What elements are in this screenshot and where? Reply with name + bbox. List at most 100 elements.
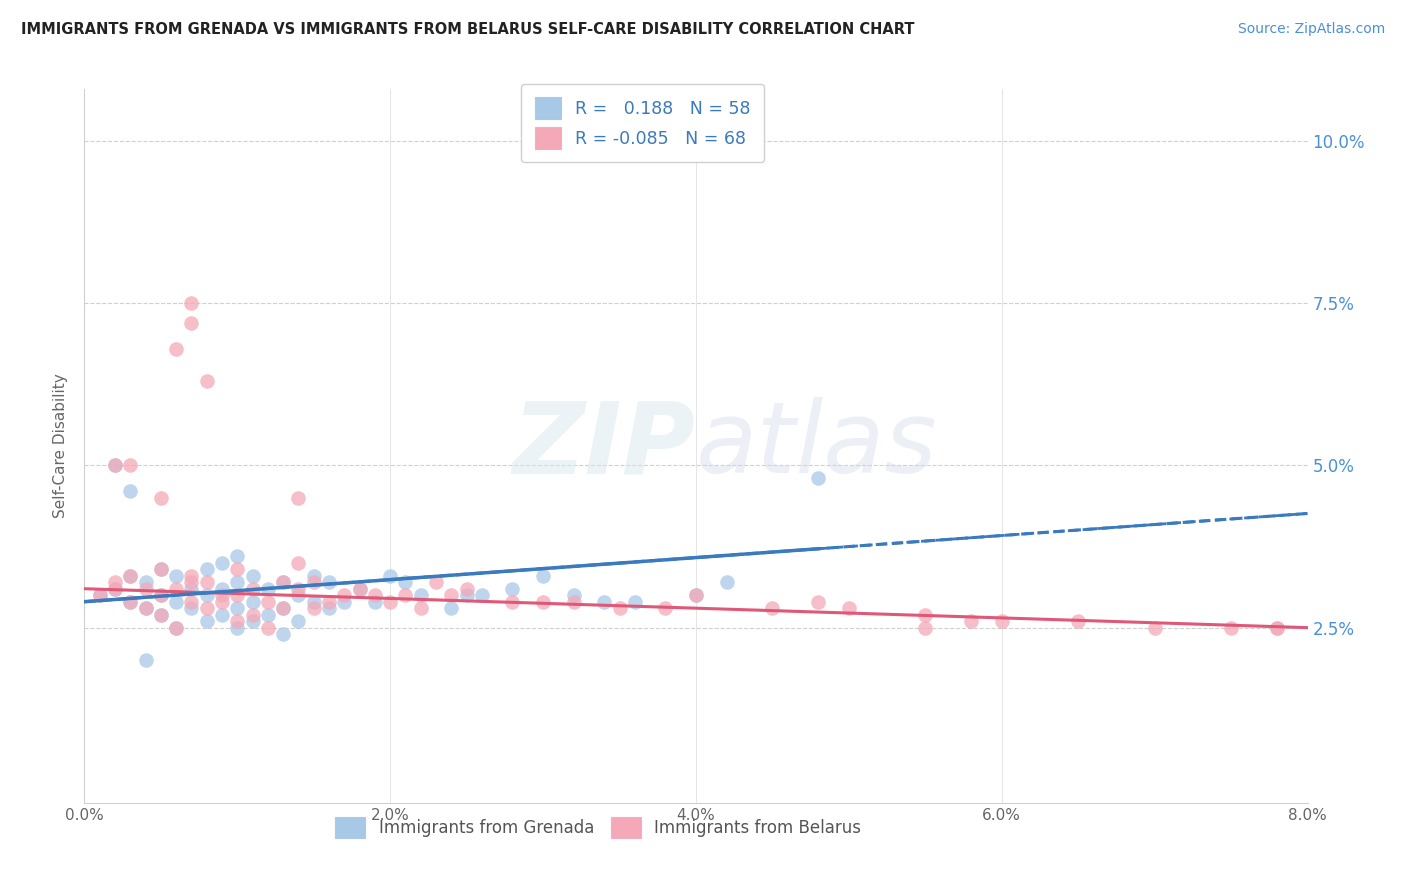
Point xyxy=(409,588,432,602)
Point xyxy=(226,588,249,602)
Point xyxy=(1067,614,1090,628)
Point xyxy=(180,568,202,582)
Point xyxy=(149,588,172,602)
Point xyxy=(149,491,172,505)
Point xyxy=(960,614,983,628)
Point xyxy=(1265,621,1288,635)
Point xyxy=(562,588,585,602)
Point xyxy=(211,607,233,622)
Point xyxy=(257,595,280,609)
Point xyxy=(302,568,325,582)
Point xyxy=(211,588,233,602)
Point xyxy=(1265,621,1288,635)
Point xyxy=(120,568,142,582)
Text: atlas: atlas xyxy=(696,398,938,494)
Point xyxy=(195,614,218,628)
Point xyxy=(104,582,127,596)
Point xyxy=(165,342,187,356)
Point xyxy=(271,627,294,641)
Point xyxy=(271,575,294,590)
Point xyxy=(502,582,524,596)
Point xyxy=(120,484,142,499)
Point xyxy=(302,575,325,590)
Point xyxy=(609,601,631,615)
Point xyxy=(180,582,202,596)
Point xyxy=(135,582,157,596)
Point xyxy=(502,595,524,609)
Point xyxy=(226,549,249,564)
Point xyxy=(226,562,249,576)
Point xyxy=(226,621,249,635)
Point xyxy=(456,582,478,596)
Text: Source: ZipAtlas.com: Source: ZipAtlas.com xyxy=(1237,22,1385,37)
Point xyxy=(685,588,707,602)
Point xyxy=(991,614,1014,628)
Point xyxy=(195,588,218,602)
Point xyxy=(257,607,280,622)
Y-axis label: Self-Care Disability: Self-Care Disability xyxy=(53,374,69,518)
Point xyxy=(120,568,142,582)
Point xyxy=(531,568,554,582)
Point xyxy=(807,595,830,609)
Point xyxy=(165,568,187,582)
Point xyxy=(287,556,309,570)
Point xyxy=(242,607,264,622)
Point xyxy=(914,607,936,622)
Point xyxy=(211,582,233,596)
Point xyxy=(394,588,416,602)
Point xyxy=(716,575,738,590)
Legend: Immigrants from Grenada, Immigrants from Belarus: Immigrants from Grenada, Immigrants from… xyxy=(329,811,868,845)
Point xyxy=(165,621,187,635)
Point xyxy=(242,614,264,628)
Point xyxy=(165,621,187,635)
Point xyxy=(211,595,233,609)
Point xyxy=(242,582,264,596)
Point xyxy=(287,588,309,602)
Point xyxy=(211,556,233,570)
Point xyxy=(318,575,340,590)
Point xyxy=(226,601,249,615)
Point xyxy=(89,588,111,602)
Point xyxy=(120,595,142,609)
Point xyxy=(593,595,616,609)
Point xyxy=(180,595,202,609)
Point xyxy=(120,458,142,473)
Point xyxy=(135,653,157,667)
Point xyxy=(271,601,294,615)
Point xyxy=(364,588,387,602)
Point xyxy=(120,595,142,609)
Point xyxy=(165,582,187,596)
Point xyxy=(318,601,340,615)
Point xyxy=(761,601,783,615)
Text: ZIP: ZIP xyxy=(513,398,696,494)
Point xyxy=(364,595,387,609)
Point xyxy=(271,575,294,590)
Point xyxy=(226,575,249,590)
Point xyxy=(149,562,172,576)
Point xyxy=(654,601,676,615)
Point xyxy=(180,601,202,615)
Point xyxy=(440,588,463,602)
Point xyxy=(349,582,371,596)
Point xyxy=(349,582,371,596)
Point xyxy=(302,601,325,615)
Point xyxy=(531,595,554,609)
Point xyxy=(257,582,280,596)
Point xyxy=(562,595,585,609)
Point xyxy=(226,614,249,628)
Point xyxy=(271,601,294,615)
Point xyxy=(242,595,264,609)
Point xyxy=(333,595,356,609)
Point xyxy=(409,601,432,615)
Point xyxy=(440,601,463,615)
Point xyxy=(89,588,111,602)
Point xyxy=(149,562,172,576)
Point xyxy=(149,607,172,622)
Point xyxy=(287,614,309,628)
Point xyxy=(180,316,202,330)
Point xyxy=(104,582,127,596)
Point xyxy=(456,588,478,602)
Point xyxy=(180,575,202,590)
Point xyxy=(380,595,402,609)
Point xyxy=(380,568,402,582)
